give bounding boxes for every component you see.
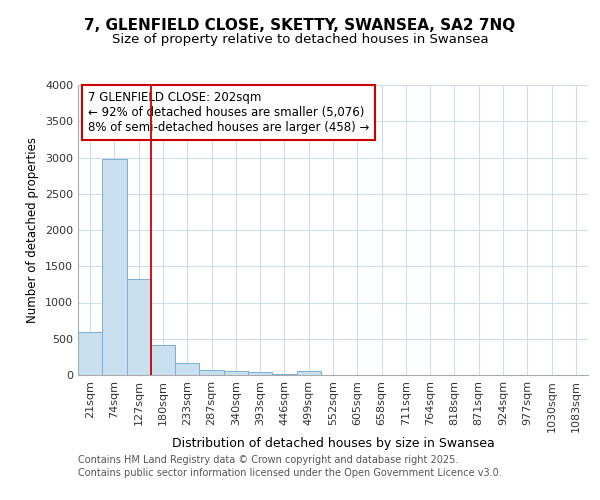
Text: Contains public sector information licensed under the Open Government Licence v3: Contains public sector information licen… bbox=[78, 468, 502, 477]
Bar bbox=[296, 372, 321, 375]
Text: Contains HM Land Registry data © Crown copyright and database right 2025.: Contains HM Land Registry data © Crown c… bbox=[78, 455, 458, 465]
Bar bbox=[199, 370, 224, 375]
Text: 7 GLENFIELD CLOSE: 202sqm
← 92% of detached houses are smaller (5,076)
8% of sem: 7 GLENFIELD CLOSE: 202sqm ← 92% of detac… bbox=[88, 91, 370, 134]
Bar bbox=[78, 332, 102, 375]
Bar bbox=[248, 372, 272, 375]
Bar bbox=[151, 344, 175, 375]
Bar bbox=[272, 374, 296, 375]
Y-axis label: Number of detached properties: Number of detached properties bbox=[26, 137, 40, 323]
Bar bbox=[175, 364, 199, 375]
X-axis label: Distribution of detached houses by size in Swansea: Distribution of detached houses by size … bbox=[172, 438, 494, 450]
Bar bbox=[127, 278, 151, 375]
Text: 7, GLENFIELD CLOSE, SKETTY, SWANSEA, SA2 7NQ: 7, GLENFIELD CLOSE, SKETTY, SWANSEA, SA2… bbox=[85, 18, 515, 32]
Bar bbox=[102, 159, 127, 375]
Text: Size of property relative to detached houses in Swansea: Size of property relative to detached ho… bbox=[112, 32, 488, 46]
Bar bbox=[224, 372, 248, 375]
